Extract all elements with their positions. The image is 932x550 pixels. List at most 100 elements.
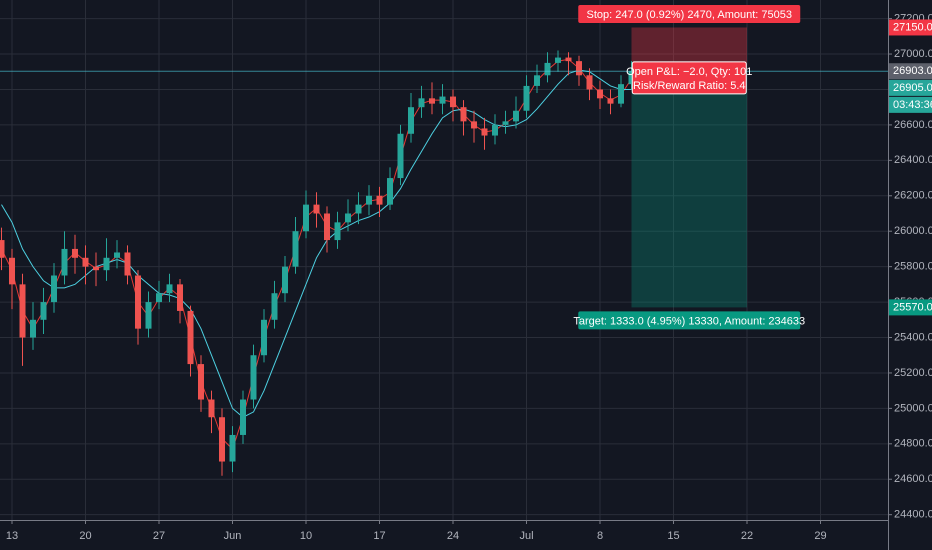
candle-body: [282, 266, 288, 294]
candle-body: [534, 75, 540, 86]
candle-body: [544, 62, 551, 76]
y-tick-label: 25400.0: [894, 331, 932, 343]
x-tick-label: Jul: [519, 530, 533, 542]
pnl-box: [631, 61, 747, 95]
candle-body: [208, 399, 215, 418]
candle-body: [313, 204, 320, 214]
candle-body: [628, 71, 635, 85]
y-tick-label: 24600.0: [894, 473, 932, 485]
last-price-tag: 26903.0: [893, 65, 932, 77]
x-tick-label: 8: [597, 530, 603, 542]
target-tag-bg: [889, 299, 932, 316]
candle-body: [408, 107, 414, 134]
stop-label: Stop: 247.0 (0.92%) 2470, Amount: 75053: [587, 9, 792, 21]
entry-tag-bg: [889, 79, 932, 96]
candle-body: [492, 124, 498, 136]
candle-body: [397, 133, 404, 179]
y-tick-label: 26600.0: [894, 119, 932, 131]
candle-body: [460, 107, 467, 122]
candle-body: [135, 275, 141, 329]
candle-body: [219, 417, 225, 462]
stop-tag-bg: [889, 19, 932, 36]
candle-body: [82, 257, 89, 267]
candle-body: [607, 98, 614, 104]
x-tick-label: Jun: [224, 530, 242, 542]
x-tick-label: 17: [373, 530, 385, 542]
candle-body: [114, 252, 120, 258]
candle-body: [618, 84, 624, 104]
candle-body: [450, 96, 456, 108]
target-label-box: [578, 311, 801, 330]
x-tick-label: 29: [814, 530, 826, 542]
candle-body: [124, 252, 131, 276]
candle-body: [565, 57, 572, 62]
pnl-label: Open P&L: −2.0, Qty: 101: [626, 66, 752, 78]
candle-body: [40, 302, 47, 320]
candle-body: [103, 257, 110, 271]
candle-body: [19, 284, 26, 338]
entry-tag: 26905.0: [893, 82, 932, 94]
y-tick-label: 25800.0: [894, 261, 932, 273]
candle-body: [481, 128, 488, 136]
x-tick-label: 13: [6, 530, 18, 542]
candle-body: [261, 319, 267, 356]
countdown-bg: [889, 96, 932, 113]
x-tick-label: 27: [153, 530, 165, 542]
target-tag: 25570.0: [893, 301, 932, 313]
candle-body: [198, 364, 204, 400]
candle-body: [30, 319, 36, 338]
candle-body: [387, 178, 393, 205]
candle-body: [523, 85, 530, 111]
candle-body: [0, 240, 5, 258]
candle-body: [345, 213, 351, 223]
x-tick-label: 22: [741, 530, 753, 542]
y-tick-label: 24400.0: [894, 509, 932, 521]
candle-body: [9, 257, 15, 285]
candle-body: [240, 399, 246, 435]
candle-body: [418, 98, 425, 108]
x-tick-label: 24: [447, 530, 459, 542]
candle-body: [187, 310, 194, 365]
countdown: 03:43:36: [893, 99, 932, 111]
candle-body: [355, 204, 362, 214]
x-tick-label: 10: [300, 530, 312, 542]
candle-body: [366, 195, 372, 205]
candle-body: [502, 121, 509, 125]
candle-body: [513, 110, 519, 122]
target-zone: [631, 70, 747, 308]
candle-body: [177, 284, 183, 311]
last-price-tag-bg: [889, 63, 932, 80]
y-tick-label: 26000.0: [894, 225, 932, 237]
candle-body: [555, 57, 561, 63]
candle-body: [250, 355, 257, 400]
time-axis-bg: [0, 520, 888, 550]
x-tick-label: 15: [667, 530, 679, 542]
x-tick-label: 20: [79, 530, 91, 542]
candle-body: [61, 248, 68, 276]
candle-body: [334, 222, 341, 241]
candle-body: [72, 248, 78, 258]
target-label: Target: 1333.0 (4.95%) 13330, Amount: 23…: [573, 315, 805, 327]
candle-body: [229, 434, 236, 462]
y-tick-label: 26400.0: [894, 154, 932, 166]
candle-body: [586, 75, 593, 90]
candle-body: [271, 293, 278, 320]
candle-body: [324, 213, 330, 241]
candle-body: [145, 302, 152, 329]
candle-body: [597, 89, 603, 99]
candle-body: [439, 96, 446, 104]
y-tick-label: 26200.0: [894, 190, 932, 202]
y-tick-label: 25000.0: [894, 402, 932, 414]
ratio-label: Risk/Reward Ratio: 5.4: [633, 80, 746, 92]
candle-body: [303, 204, 309, 232]
candle-body: [93, 266, 99, 271]
candle-body: [471, 121, 477, 129]
candle-body: [576, 61, 582, 76]
candle-body: [156, 293, 162, 303]
candle-body: [376, 195, 383, 205]
stop-tag: 27150.0: [893, 21, 932, 33]
candle-body: [166, 284, 173, 294]
